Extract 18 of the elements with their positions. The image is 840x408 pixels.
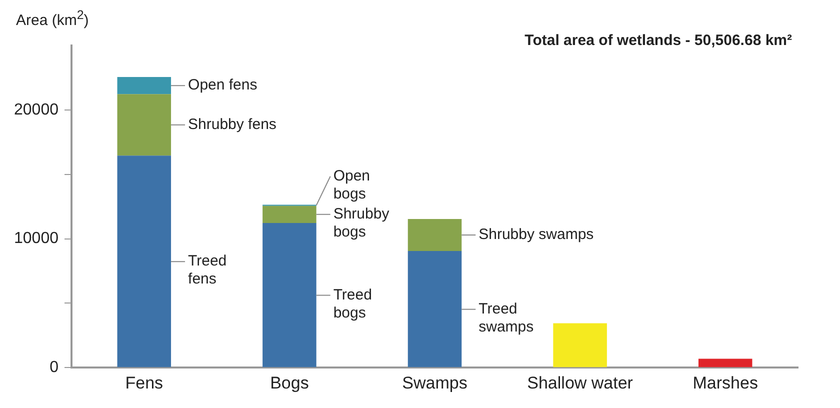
series-label: Shrubby fens — [188, 116, 276, 134]
chart-title: Total area of wetlands - 50,506.68 km² — [524, 32, 792, 49]
x-tick-label: Marshes — [692, 373, 758, 392]
series-label: Shrubby swamps — [478, 226, 594, 244]
y-tick-label: 20000 — [14, 101, 59, 118]
series-label: Open fens — [188, 76, 258, 94]
x-tick-label: Bogs — [270, 373, 309, 392]
x-tick-label: Fens — [125, 373, 164, 392]
x-tick-label: Swamps — [402, 373, 468, 392]
y-axis-title: Area (km$^{2}$) — [16, 8, 89, 29]
series-label: Open bogs — [333, 168, 370, 203]
series-label: Shrubby bogs — [333, 206, 390, 241]
y-tick-label: 10000 — [14, 230, 59, 248]
y-tick-label: 0 — [50, 359, 59, 376]
series-label: Treed fens — [188, 252, 227, 288]
x-tick-label: Shallow water — [527, 373, 634, 392]
series-label: Treed bogs — [333, 286, 372, 322]
series-label: Treed swamps — [478, 300, 534, 336]
